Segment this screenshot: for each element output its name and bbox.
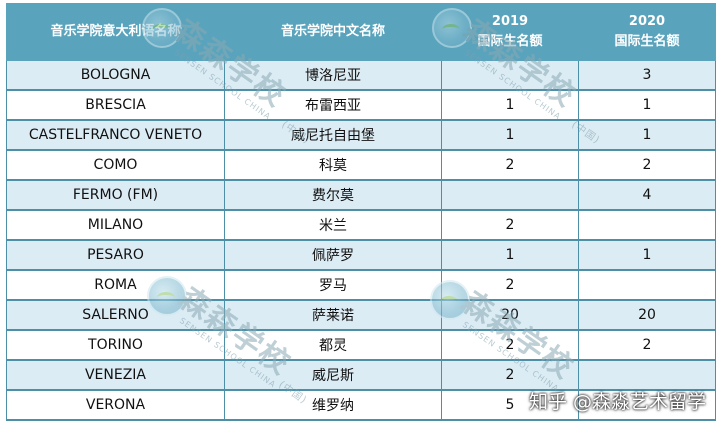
cell-italian-name: PESARO bbox=[6, 240, 225, 271]
cell-chinese-name: 威尼托自由堡 bbox=[224, 120, 442, 151]
cell-2020-quota: 1 bbox=[578, 240, 716, 271]
header-chinese-name: 音乐学院中文名称 bbox=[224, 3, 442, 61]
cell-chinese-name: 维罗纳 bbox=[224, 390, 442, 421]
header-italian-name: 音乐学院意大利语名称 bbox=[6, 3, 225, 61]
table-row: TORINO 都灵 2 2 bbox=[6, 330, 716, 361]
cell-2020-quota bbox=[578, 360, 716, 391]
cell-2019-quota: 2 bbox=[441, 210, 579, 241]
cell-2019-quota: 1 bbox=[441, 90, 579, 121]
cell-italian-name: COMO bbox=[6, 150, 225, 181]
cell-italian-name: CASTELFRANCO VENETO bbox=[6, 120, 225, 151]
cell-2019-quota bbox=[441, 60, 579, 91]
cell-2019-quota bbox=[441, 180, 579, 211]
cell-chinese-name: 博洛尼亚 bbox=[224, 60, 442, 91]
header-2019-quota: 2019 国际生名额 bbox=[441, 3, 579, 61]
cell-italian-name: BOLOGNA bbox=[6, 60, 225, 91]
cell-italian-name: VERONA bbox=[6, 390, 225, 421]
table-row: ROMA 罗马 2 bbox=[6, 270, 716, 301]
cell-2020-quota: 2 bbox=[578, 330, 716, 361]
cell-2020-quota: 4 bbox=[578, 180, 716, 211]
cell-italian-name: MILANO bbox=[6, 210, 225, 241]
cell-2020-quota bbox=[578, 210, 716, 241]
cell-2020-quota: 20 bbox=[578, 300, 716, 331]
table-row: CASTELFRANCO VENETO 威尼托自由堡 1 1 bbox=[6, 120, 716, 151]
cell-2019-quota: 2 bbox=[441, 360, 579, 391]
cell-chinese-name: 威尼斯 bbox=[224, 360, 442, 391]
cell-italian-name: TORINO bbox=[6, 330, 225, 361]
cell-italian-name: ROMA bbox=[6, 270, 225, 301]
cell-2019-quota: 2 bbox=[441, 150, 579, 181]
cell-italian-name: VENEZIA bbox=[6, 360, 225, 391]
header-2020-quota: 2020 国际生名额 bbox=[578, 3, 716, 61]
header-year: 2019 bbox=[491, 14, 529, 29]
table-row: FERMO (FM) 费尔莫 4 bbox=[6, 180, 716, 211]
table-row: BOLOGNA 博洛尼亚 3 bbox=[6, 60, 716, 91]
header-row: 音乐学院意大利语名称 音乐学院中文名称 2019 国际生名额 2020 国际生名… bbox=[6, 3, 716, 61]
header-line: 音乐学院意大利语名称 bbox=[50, 24, 181, 39]
table-row: SALERNO 萨莱诺 20 20 bbox=[6, 300, 716, 331]
header-year: 2020 bbox=[628, 14, 666, 29]
table-row: COMO 科莫 2 2 bbox=[6, 150, 716, 181]
cell-2020-quota: 1 bbox=[578, 90, 716, 121]
cell-chinese-name: 萨莱诺 bbox=[224, 300, 442, 331]
cell-chinese-name: 布雷西亚 bbox=[224, 90, 442, 121]
cell-2019-quota: 20 bbox=[441, 300, 579, 331]
cell-2020-quota bbox=[578, 390, 716, 421]
cell-chinese-name: 罗马 bbox=[224, 270, 442, 301]
cell-2020-quota: 1 bbox=[578, 120, 716, 151]
cell-2019-quota: 1 bbox=[441, 240, 579, 271]
header-line: 国际生名额 bbox=[614, 34, 680, 49]
cell-2019-quota: 2 bbox=[441, 270, 579, 301]
table-row: VENEZIA 威尼斯 2 bbox=[6, 360, 716, 391]
table-row: MILANO 米兰 2 bbox=[6, 210, 716, 241]
cell-chinese-name: 费尔莫 bbox=[224, 180, 442, 211]
table-row: BRESCIA 布雷西亚 1 1 bbox=[6, 90, 716, 121]
cell-2019-quota: 1 bbox=[441, 120, 579, 151]
cell-2019-quota: 5 bbox=[441, 390, 579, 421]
cell-2019-quota: 2 bbox=[441, 330, 579, 361]
cell-chinese-name: 科莫 bbox=[224, 150, 442, 181]
cell-italian-name: SALERNO bbox=[6, 300, 225, 331]
cell-2020-quota: 2 bbox=[578, 150, 716, 181]
header-line: 音乐学院中文名称 bbox=[280, 24, 385, 39]
credit-watermark: 知乎 @森淼艺术留学 bbox=[528, 391, 706, 413]
table-row: PESARO 佩萨罗 1 1 bbox=[6, 240, 716, 271]
cell-italian-name: BRESCIA bbox=[6, 90, 225, 121]
header-line: 国际生名额 bbox=[477, 34, 543, 49]
cell-italian-name: FERMO (FM) bbox=[6, 180, 225, 211]
cell-chinese-name: 米兰 bbox=[224, 210, 442, 241]
quota-table: 音乐学院意大利语名称 音乐学院中文名称 2019 国际生名额 2020 国际生名… bbox=[6, 3, 716, 421]
table-row: VERONA 维罗纳 5 bbox=[6, 390, 716, 421]
cell-2020-quota: 3 bbox=[578, 60, 716, 91]
cell-2020-quota bbox=[578, 270, 716, 301]
cell-chinese-name: 都灵 bbox=[224, 330, 442, 361]
cell-chinese-name: 佩萨罗 bbox=[224, 240, 442, 271]
